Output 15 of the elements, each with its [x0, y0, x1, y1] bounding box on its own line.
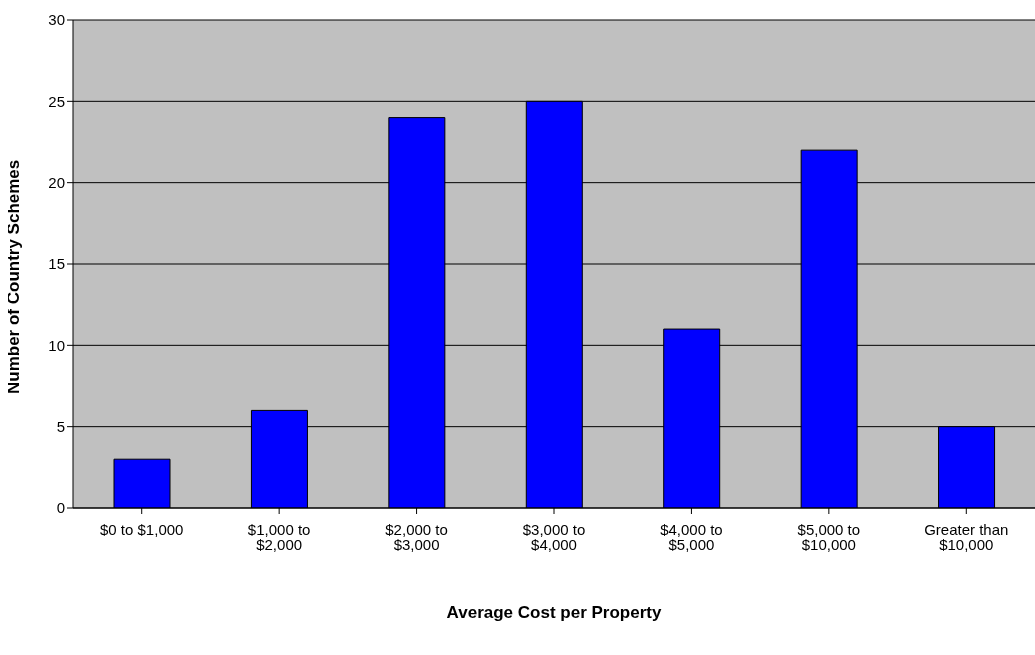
- y-tick-label: 0: [56, 499, 65, 517]
- y-tick-label: 25: [48, 92, 65, 110]
- x-tick-label: $1,000 to $2,000: [247, 520, 311, 553]
- y-tick-label: 20: [48, 173, 65, 191]
- y-tick-label: 10: [48, 336, 65, 354]
- x-axis-title: Average Cost per Property: [446, 603, 662, 622]
- y-tick-label: 15: [48, 255, 65, 273]
- y-tick-label: 30: [48, 11, 65, 29]
- x-tick-label: $3,000 to $4,000: [522, 520, 586, 553]
- x-tick-label: Greater than $10,000: [924, 520, 1009, 553]
- x-tick-label: $4,000 to $5,000: [660, 520, 723, 553]
- x-tick-label: $5,000 to $10,000: [797, 520, 861, 553]
- y-tick-label: 5: [56, 417, 65, 435]
- x-tick-label: $2,000 to $3,000: [385, 520, 448, 553]
- x-tick-label: $0 to $1,000: [100, 520, 184, 538]
